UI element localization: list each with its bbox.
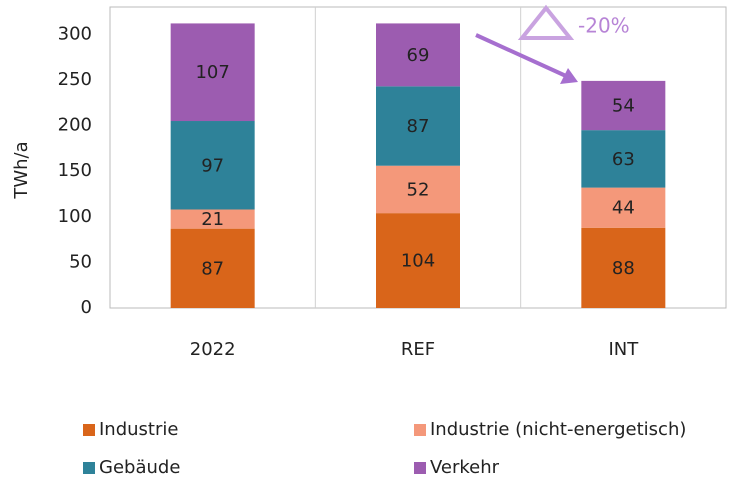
legend-swatch [414,424,426,436]
y-tick-label: 250 [58,69,92,90]
legend-label: Verkehr [430,457,500,478]
y-tick-label: 100 [58,206,92,227]
bar-segment [581,187,666,228]
data-label: 87 [407,116,430,137]
x-tick-label: INT [608,339,639,360]
y-tick-label: 150 [58,160,92,181]
bar-segment [581,80,666,131]
bar-segment [581,227,666,308]
x-tick-label: REF [401,339,435,360]
annotation-arrow [475,33,567,78]
data-label: 54 [612,96,635,117]
bar-segment [170,121,255,210]
legend-swatch [414,462,426,474]
y-tick-label: 50 [69,251,92,272]
bar-segment [581,130,666,188]
legend-swatch [83,462,95,474]
data-label: 63 [612,149,635,170]
data-label: 52 [407,179,430,200]
y-axis-label: TWh/a [11,141,32,199]
data-label: 44 [612,198,635,219]
data-label: 87 [201,258,224,279]
y-tick-label: 300 [58,23,92,44]
x-tick-label: 2022 [190,339,236,360]
y-tick-label: 200 [58,115,92,136]
legend-label: Industrie (nicht-energetisch) [430,419,686,440]
data-label: 88 [612,258,635,279]
data-label: 97 [201,155,224,176]
annotation-triangle [517,4,575,40]
bar-segment [170,228,255,308]
data-label: 104 [401,251,435,272]
bar-segment [376,23,460,87]
bar-segment [376,86,460,166]
bar-segment [376,213,460,308]
y-tick-label: 0 [81,297,92,318]
bar-segment [376,165,460,214]
legend-swatch [83,424,95,436]
data-label: 107 [195,62,229,83]
bar-segment [170,209,255,229]
annotation: -20% [578,14,630,38]
legend-label: Gebäude [99,457,180,478]
data-label: 21 [201,209,224,230]
legend-label: Industrie [99,419,178,440]
annotation-arrowhead [560,68,578,84]
bar-segment [170,23,255,122]
data-label: 69 [407,45,430,66]
